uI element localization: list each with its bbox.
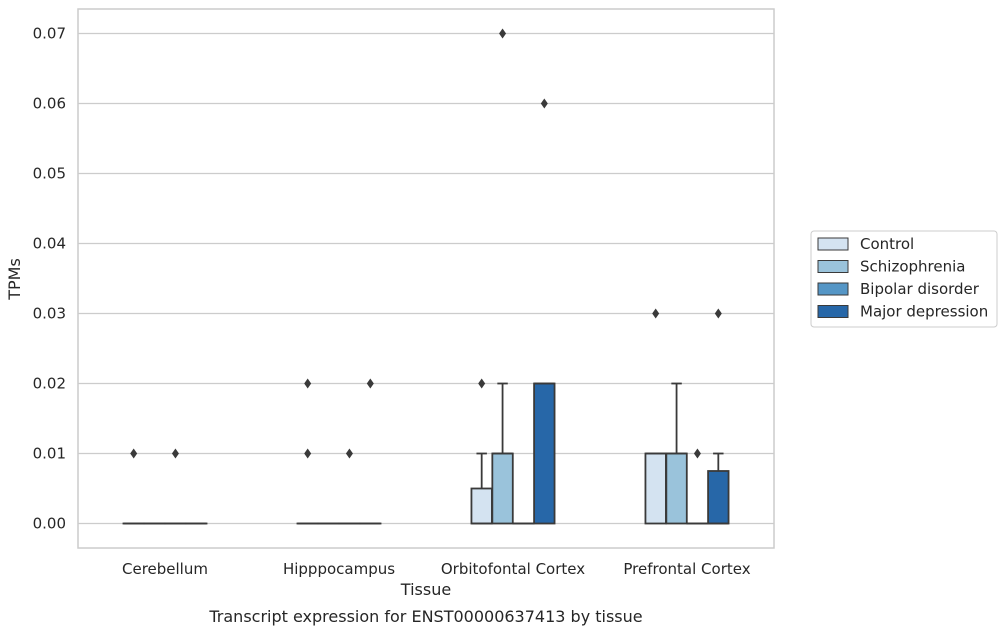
chart-caption: Transcript expression for ENST0000063741… xyxy=(208,607,642,626)
y-tick-label: 0.06 xyxy=(33,95,66,113)
legend: Control Schizophrenia Bipolar disorder Majo… xyxy=(811,231,997,327)
y-tick-label: 0.05 xyxy=(33,165,66,183)
box xyxy=(708,471,728,524)
gridlines xyxy=(78,34,774,524)
x-tick-label: Hipppocampus xyxy=(283,560,395,578)
outlier-point xyxy=(499,29,506,39)
y-axis-label: TPMs xyxy=(5,258,24,301)
legend-swatch xyxy=(818,238,848,250)
x-tick-label: Prefrontal Cortex xyxy=(623,560,750,578)
outlier-point xyxy=(694,449,701,459)
box-group xyxy=(492,29,512,524)
legend-swatch xyxy=(818,283,848,295)
box-group xyxy=(645,309,665,524)
legend-swatch xyxy=(818,261,848,273)
box xyxy=(471,489,491,524)
y-tick-label: 0.04 xyxy=(33,235,66,253)
x-axis-label: Tissue xyxy=(400,580,451,599)
box-group xyxy=(123,449,143,524)
legend-label: Major depression xyxy=(860,303,988,321)
box xyxy=(492,454,512,524)
box-group xyxy=(666,384,686,524)
y-tick-label: 0.07 xyxy=(33,25,66,43)
box xyxy=(645,454,665,524)
y-tick-label: 0.00 xyxy=(33,515,66,533)
outlier-point xyxy=(346,449,353,459)
x-tick-label: Orbitofontal Cortex xyxy=(441,560,585,578)
y-tick-labels: 0.00 0.01 0.02 0.03 0.04 0.05 0.06 0.07 xyxy=(33,25,66,533)
y-tick-label: 0.03 xyxy=(33,305,66,323)
outlier-point xyxy=(304,379,311,389)
box-group xyxy=(534,99,554,524)
legend-label: Bipolar disorder xyxy=(860,280,980,298)
box-group xyxy=(687,449,707,524)
box-group xyxy=(297,379,317,524)
box xyxy=(666,454,686,524)
x-tick-labels: Cerebellum Hipppocampus Orbitofontal Corte… xyxy=(122,560,751,578)
outlier-point xyxy=(130,449,137,459)
box-group xyxy=(471,379,491,524)
box-group xyxy=(360,379,380,524)
outlier-point xyxy=(541,99,548,109)
boxes xyxy=(123,29,728,524)
outlier-point xyxy=(172,449,179,459)
legend-label: Control xyxy=(860,235,914,253)
box-group xyxy=(165,449,185,524)
outlier-point xyxy=(715,309,722,319)
outlier-point xyxy=(652,309,659,319)
box-group xyxy=(708,309,728,524)
y-tick-label: 0.02 xyxy=(33,375,66,393)
legend-label: Schizophrenia xyxy=(860,258,965,276)
x-tick-label: Cerebellum xyxy=(122,560,208,578)
y-tick-label: 0.01 xyxy=(33,445,66,463)
box xyxy=(534,384,554,524)
outlier-point xyxy=(304,449,311,459)
legend-swatch xyxy=(818,306,848,318)
outlier-point xyxy=(478,379,485,389)
outlier-point xyxy=(367,379,374,389)
box-group xyxy=(339,449,359,524)
